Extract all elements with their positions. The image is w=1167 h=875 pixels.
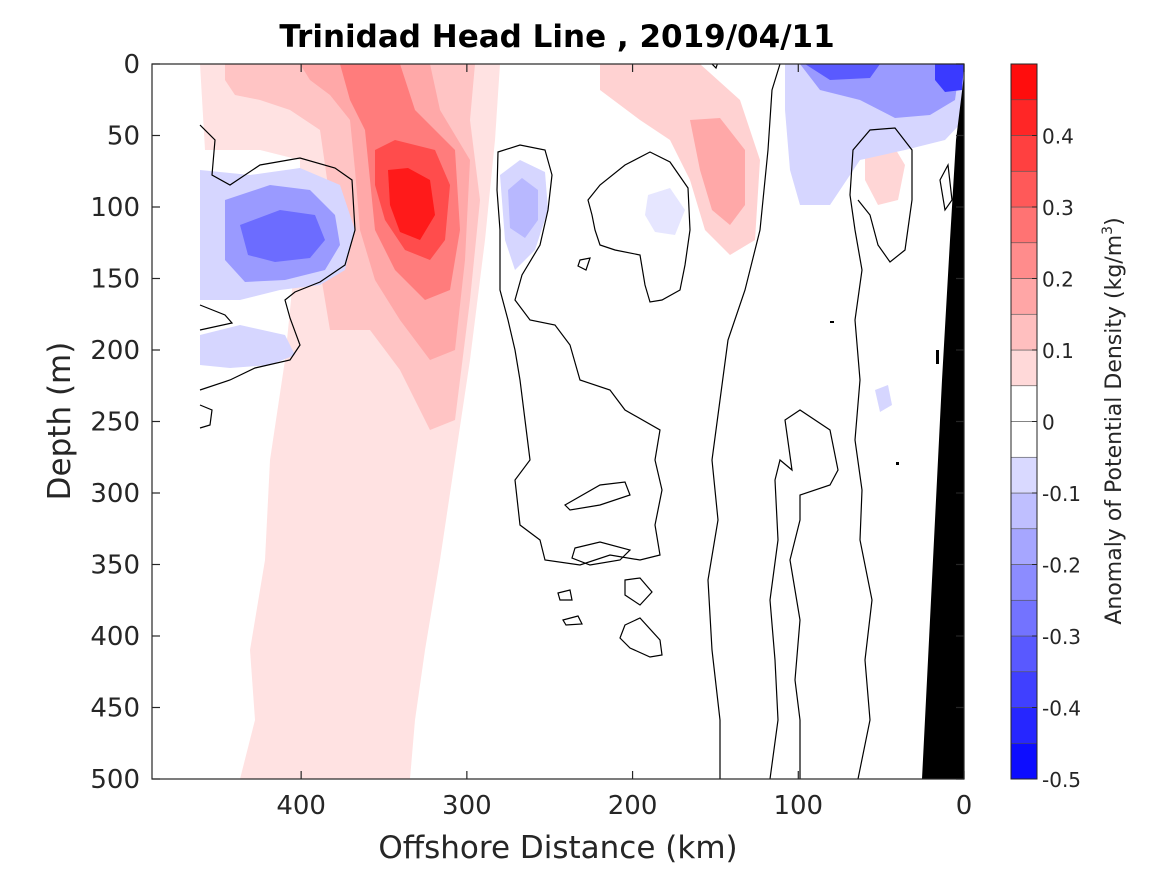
positive-anomaly-core (388, 168, 435, 240)
y-tick-label: 300 (90, 479, 140, 509)
y-axis: 0 50 100 150 200 250 300 350 400 450 500 (90, 50, 964, 795)
zero-contour (711, 64, 718, 70)
y-tick-label: 450 (90, 694, 140, 724)
colorbar-label: Anomaly of Potential Density (kg/m3) (1100, 217, 1127, 624)
colorbar-band (1010, 206, 1038, 244)
y-tick-label: 0 (123, 50, 140, 80)
colorbar-tick-label: -0.5 (1042, 768, 1081, 792)
negative-anomaly-offshore-core (240, 210, 325, 262)
y-tick-label: 350 (90, 551, 140, 581)
colorbar-tick-label: -0.2 (1042, 554, 1081, 578)
x-tick-label: 200 (608, 791, 658, 821)
colorbar-ticks: 0.4 0.3 0.2 0.1 0 -0.1 -0.2 -0.3 -0.4 -0.5 (1032, 125, 1081, 792)
seafloor-spot (936, 350, 939, 364)
colorbar-tick-label: 0.1 (1042, 339, 1074, 363)
colorbar-band (1010, 170, 1038, 208)
y-tick-label: 50 (107, 122, 140, 152)
zero-contour (562, 615, 583, 626)
colorbar-band (1010, 671, 1038, 708)
colorbar-band (1010, 242, 1038, 279)
colorbar-band (1010, 349, 1038, 387)
zero-contour (769, 409, 839, 779)
zero-contour (849, 127, 913, 779)
colorbar-band (1010, 528, 1038, 565)
plot-area (152, 64, 964, 779)
colorbar-tick-label: 0.3 (1042, 196, 1074, 220)
negative-anomaly-deep-spot (875, 385, 892, 412)
zero-contour (587, 151, 691, 303)
colorbar-band (1010, 564, 1038, 601)
colorbar-band (1010, 456, 1038, 494)
zero-contour (564, 481, 631, 511)
x-tick-label: 100 (773, 791, 823, 821)
colorbar-band (1010, 635, 1038, 673)
zero-contour (199, 304, 234, 331)
zero-contour (571, 541, 632, 566)
zero-contour (496, 144, 663, 566)
zero-contour (624, 577, 653, 606)
y-axis-label: Depth (m) (42, 342, 78, 501)
negative-anomaly-small (645, 188, 685, 235)
x-axis: 400 300 200 100 0 (276, 64, 972, 821)
zero-contours (199, 64, 953, 779)
colorbar-band (1010, 135, 1038, 172)
zero-contour (199, 124, 356, 391)
colorbar-tick-label: -0.4 (1042, 697, 1081, 721)
x-tick-label: 400 (276, 791, 326, 821)
colorbar-band (1010, 492, 1038, 530)
x-axis-label: Offshore Distance (km) (378, 830, 737, 866)
colorbar-band (1010, 385, 1038, 422)
colorbar-tick-label: 0.4 (1042, 125, 1074, 149)
zero-contour (939, 163, 953, 212)
positive-anomaly-nearshore-inner (690, 118, 745, 225)
seafloor-mask (922, 75, 964, 779)
y-tick-label: 500 (90, 765, 140, 795)
colorbar-band (1010, 313, 1038, 351)
seafloor-spot (896, 462, 899, 465)
colorbar-tick-label: 0.2 (1042, 268, 1074, 292)
seafloor-spot (830, 321, 834, 323)
colorbar-band (1010, 278, 1038, 315)
x-tick-label: 0 (956, 791, 973, 821)
y-tick-label: 400 (90, 622, 140, 652)
zero-contour (577, 257, 591, 271)
zero-contour (199, 404, 213, 429)
negative-anomaly-coast-core (935, 64, 964, 92)
colorbar-band (1010, 742, 1038, 780)
colorbar-band (1010, 599, 1038, 637)
colorbar-band (1010, 63, 1038, 101)
y-tick-label: 200 (90, 336, 140, 366)
colorbar-tick-label: -0.3 (1042, 625, 1081, 649)
colorbar-band (1010, 707, 1038, 744)
colorbar: 0.4 0.3 0.2 0.1 0 -0.1 -0.2 -0.3 -0.4 -0.5 Anomal… (1010, 63, 1127, 792)
zero-contour (619, 617, 663, 658)
x-tick-label: 300 (442, 791, 492, 821)
colorbar-band (1010, 421, 1038, 458)
y-tick-label: 100 (90, 193, 140, 223)
chart-title: Trinidad Head Line , 2019/04/11 (279, 19, 834, 55)
zero-contour (707, 64, 781, 779)
negative-anomaly-mid-inner (508, 178, 538, 238)
colorbar-tick-label: -0.1 (1042, 482, 1081, 506)
negative-anomaly-offshore-deep (200, 325, 295, 368)
colorbar-tick-label: 0 (1042, 411, 1055, 435)
zero-contour (557, 589, 573, 601)
y-tick-label: 150 (90, 265, 140, 295)
negative-anomaly-nearshore-core (805, 64, 880, 80)
colorbar-band (1010, 99, 1038, 136)
y-tick-label: 250 (90, 408, 140, 438)
